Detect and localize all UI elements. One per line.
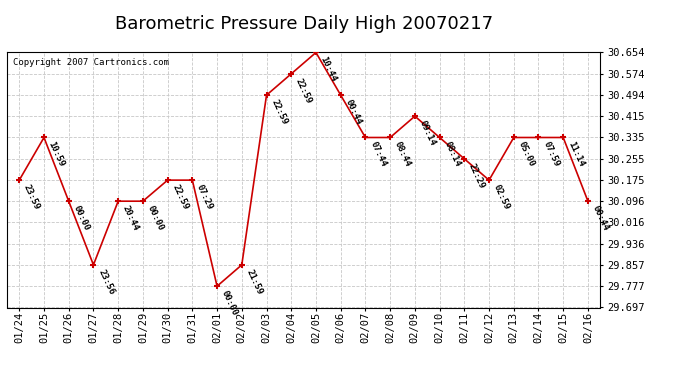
Text: 09:14: 09:14 [417,119,437,147]
Text: 10:44: 10:44 [319,55,338,84]
Text: 22:59: 22:59 [294,76,313,105]
Text: 08:44: 08:44 [393,140,413,168]
Text: 02:59: 02:59 [492,183,511,211]
Text: 07:59: 07:59 [541,140,561,168]
Text: 21:59: 21:59 [244,268,264,296]
Text: 00:44: 00:44 [344,98,363,126]
Text: Barometric Pressure Daily High 20070217: Barometric Pressure Daily High 20070217 [115,15,493,33]
Text: 00:00: 00:00 [146,204,165,232]
Text: 10:59: 10:59 [47,140,66,168]
Text: 23:59: 23:59 [22,183,41,211]
Text: 23:56: 23:56 [96,268,116,296]
Text: 05:00: 05:00 [517,140,536,168]
Text: 07:44: 07:44 [368,140,388,168]
Text: 20:44: 20:44 [121,204,141,232]
Text: 00:00: 00:00 [72,204,91,232]
Text: 11:14: 11:14 [566,140,586,168]
Text: 00:00: 00:00 [220,289,239,317]
Text: 07:29: 07:29 [195,183,215,211]
Text: 22:59: 22:59 [269,98,289,126]
Text: 08:14: 08:14 [442,140,462,168]
Text: 22:59: 22:59 [170,183,190,211]
Text: 22:29: 22:29 [467,162,486,190]
Text: Copyright 2007 Cartronics.com: Copyright 2007 Cartronics.com [13,58,169,67]
Text: 00:44: 00:44 [591,204,610,232]
